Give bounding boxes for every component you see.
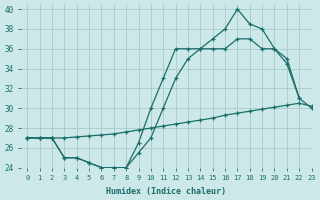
X-axis label: Humidex (Indice chaleur): Humidex (Indice chaleur) xyxy=(106,187,226,196)
